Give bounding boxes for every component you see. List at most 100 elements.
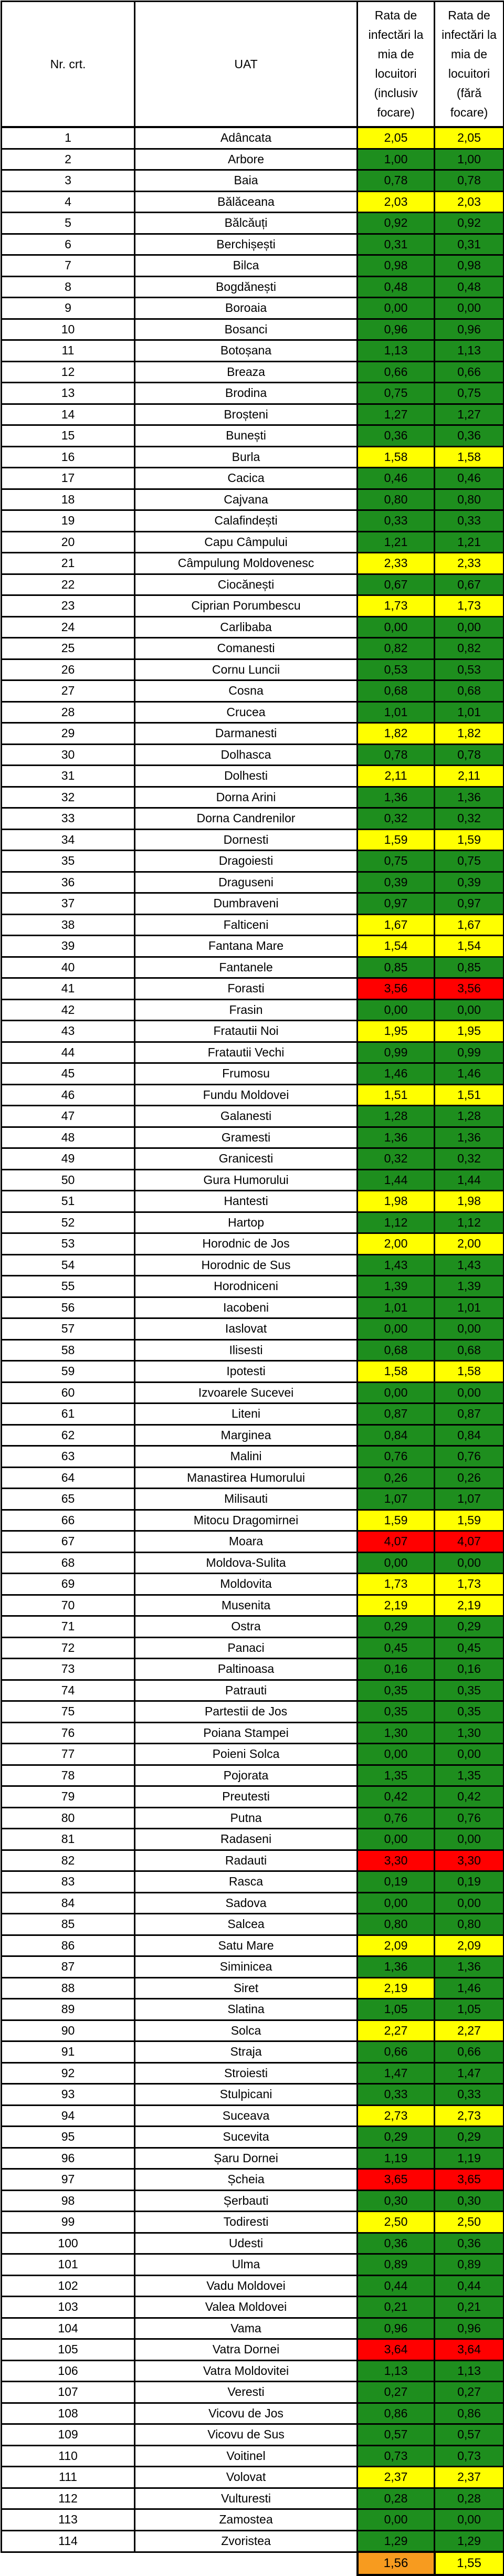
nr-cell: 3 — [1, 169, 135, 192]
rate-fara-cell: 1,13 — [434, 2359, 504, 2382]
nr-cell: 97 — [1, 2168, 135, 2191]
uat-cell: Moara — [134, 1530, 358, 1553]
uat-cell: Broșteni — [134, 403, 358, 426]
table-row: 1 Adâncata 2,05 2,05 — [1, 126, 504, 150]
rate-fara-cell: 2,03 — [434, 190, 504, 213]
nr-cell: 48 — [1, 1126, 135, 1149]
rate-fara-cell: 2,00 — [434, 1232, 504, 1255]
uat-cell: Vadu Moldovei — [134, 2274, 358, 2297]
rate-inclusive-cell: 0,75 — [356, 382, 435, 405]
nr-cell: 71 — [1, 1615, 135, 1638]
table-row: 96 Șaru Dornei 1,19 1,19 — [1, 2146, 504, 2170]
rate-inclusive-cell: 0,84 — [356, 1423, 435, 1447]
rate-inclusive-cell: 1,59 — [356, 1509, 435, 1532]
rate-fara-cell: 0,00 — [434, 1317, 504, 1341]
total-blank-cell — [1, 2552, 358, 2575]
nr-cell: 83 — [1, 1870, 135, 1893]
table-row: 98 Șerbauti 0,30 0,30 — [1, 2189, 504, 2212]
rate-fara-cell: 0,89 — [434, 2253, 504, 2276]
rate-inclusive-cell: 0,00 — [356, 1551, 435, 1574]
rate-fara-cell: 0,92 — [434, 212, 504, 235]
rate-inclusive-cell: 0,28 — [356, 2487, 435, 2510]
header-uat: UAT — [134, 1, 358, 128]
rate-inclusive-cell: 0,78 — [356, 169, 435, 192]
uat-cell: Cornu Luncii — [134, 658, 358, 681]
table-row: 65 Milisauti 1,07 1,07 — [1, 1488, 504, 1511]
rate-inclusive-cell: 0,87 — [356, 1402, 435, 1426]
uat-cell: Liteni — [134, 1402, 358, 1426]
rate-fara-cell: 0,26 — [434, 1466, 504, 1489]
rate-fara-cell: 0,00 — [434, 1891, 504, 1914]
nr-cell: 69 — [1, 1573, 135, 1596]
rate-inclusive-cell: 1,98 — [356, 1190, 435, 1213]
rate-fara-cell: 2,11 — [434, 765, 504, 788]
nr-cell: 40 — [1, 956, 135, 979]
uat-cell: Dolhasca — [134, 743, 358, 766]
table-row: 92 Stroiesti 1,47 1,47 — [1, 2061, 504, 2085]
rate-fara-cell: 0,32 — [434, 807, 504, 830]
rate-fara-cell: 1,67 — [434, 913, 504, 936]
nr-cell: 106 — [1, 2359, 135, 2382]
table-row: 93 Stulpicani 0,33 0,33 — [1, 2083, 504, 2106]
rate-inclusive-cell: 0,00 — [356, 1317, 435, 1341]
uat-cell: Ciprian Porumbescu — [134, 594, 358, 617]
uat-cell: Dorna Candrenilor — [134, 807, 358, 830]
nr-cell: 9 — [1, 297, 135, 320]
nr-cell: 24 — [1, 615, 135, 638]
table-row: 10 Bosanci 0,96 0,96 — [1, 318, 504, 341]
uat-cell: Botoșana — [134, 339, 358, 362]
uat-cell: Satu Mare — [134, 1934, 358, 1957]
nr-cell: 12 — [1, 360, 135, 383]
nr-cell: 88 — [1, 1976, 135, 1999]
uat-cell: Boroaia — [134, 297, 358, 320]
rate-fara-cell: 0,76 — [434, 1806, 504, 1829]
uat-cell: Preutesti — [134, 1785, 358, 1808]
rate-inclusive-cell: 2,50 — [356, 2211, 435, 2234]
rate-inclusive-cell: 2,33 — [356, 552, 435, 575]
nr-cell: 46 — [1, 1083, 135, 1106]
nr-cell: 113 — [1, 2508, 135, 2531]
uat-cell: Moldovita — [134, 1573, 358, 1596]
rate-inclusive-cell: 0,33 — [356, 509, 435, 532]
rate-fara-cell: 0,00 — [434, 1551, 504, 1574]
uat-cell: Fundu Moldovei — [134, 1083, 358, 1106]
uat-cell: Burla — [134, 445, 358, 468]
table-row: 68 Moldova-Sulita 0,00 0,00 — [1, 1551, 504, 1574]
uat-cell: Calafindești — [134, 509, 358, 532]
rate-fara-cell: 0,16 — [434, 1658, 504, 1681]
uat-cell: Dornesti — [134, 828, 358, 851]
rate-fara-cell: 2,33 — [434, 552, 504, 575]
table-row: 79 Preutesti 0,42 0,42 — [1, 1785, 504, 1808]
nr-cell: 96 — [1, 2146, 135, 2170]
nr-cell: 10 — [1, 318, 135, 341]
table-row: 102 Vadu Moldovei 0,44 0,44 — [1, 2274, 504, 2297]
uat-cell: Bilca — [134, 254, 358, 277]
table-row: 82 Radauti 3,30 3,30 — [1, 1849, 504, 1872]
nr-cell: 109 — [1, 2423, 135, 2446]
table-row: 8 Bogdănești 0,48 0,48 — [1, 275, 504, 298]
rate-inclusive-cell: 1,54 — [356, 935, 435, 958]
table-row: 47 Galanesti 1,28 1,28 — [1, 1105, 504, 1128]
rate-inclusive-cell: 1,35 — [356, 1764, 435, 1787]
nr-cell: 23 — [1, 594, 135, 617]
uat-cell: Udesti — [134, 2232, 358, 2255]
rate-fara-cell: 0,00 — [434, 1381, 504, 1404]
rate-inclusive-cell: 0,68 — [356, 679, 435, 703]
rate-inclusive-cell: 1,51 — [356, 1083, 435, 1106]
nr-cell: 42 — [1, 998, 135, 1021]
table-row: 11 Botoșana 1,13 1,13 — [1, 339, 504, 362]
table-row: 17 Cacica 0,46 0,46 — [1, 467, 504, 490]
uat-cell: Solca — [134, 2019, 358, 2042]
table-row: 6 Berchișești 0,31 0,31 — [1, 233, 504, 256]
rate-fara-cell: 3,30 — [434, 1849, 504, 1872]
rate-fara-cell: 0,00 — [434, 998, 504, 1021]
rate-inclusive-cell: 0,80 — [356, 1913, 435, 1936]
rate-fara-cell: 1,30 — [434, 1721, 504, 1744]
table-row: 3 Baia 0,78 0,78 — [1, 169, 504, 192]
table-row: 43 Fratautii Noi 1,95 1,95 — [1, 1020, 504, 1043]
table-row: 50 Gura Humorului 1,44 1,44 — [1, 1168, 504, 1191]
rate-fara-cell: 1,58 — [434, 1360, 504, 1383]
table-row: 25 Comanesti 0,82 0,82 — [1, 637, 504, 660]
nr-cell: 14 — [1, 403, 135, 426]
uat-cell: Vatra Dornei — [134, 2338, 358, 2361]
